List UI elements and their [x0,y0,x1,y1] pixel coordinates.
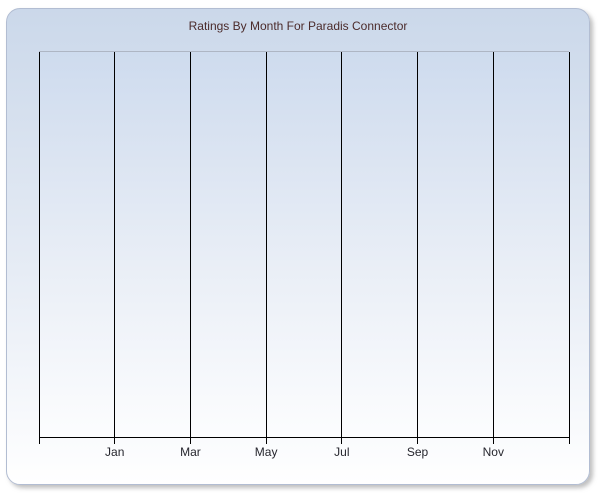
x-axis-label: Jan [105,445,125,459]
x-axis-label: Nov [482,445,504,459]
x-axis-label: Mar [180,445,201,459]
x-gridline [38,52,40,437]
x-gridline [417,52,419,437]
x-gridline [492,52,494,437]
x-axis-label: May [254,445,278,459]
plot-area: Jan Mar May Jul Sep Nov [38,51,570,459]
x-axis-tick [417,437,419,444]
x-gridline [189,52,191,437]
chart-title: Ratings By Month For Paradis Connector [188,19,408,33]
x-axis-tick [492,437,494,444]
x-axis-tick [265,437,267,444]
x-axis-tick [38,437,40,444]
chart-panel: Ratings By Month For Paradis Connector J… [6,8,590,485]
x-axis-tick [189,437,191,444]
x-axis-tick [568,437,570,444]
x-gridline [341,52,343,437]
x-axis-label: Sep [406,445,429,459]
x-axis-label: Jul [334,445,350,459]
x-gridline [265,52,267,437]
x-axis-tick [114,437,116,444]
x-axis-tick [341,437,343,444]
x-gridline [114,52,116,437]
x-gridline [568,52,570,437]
